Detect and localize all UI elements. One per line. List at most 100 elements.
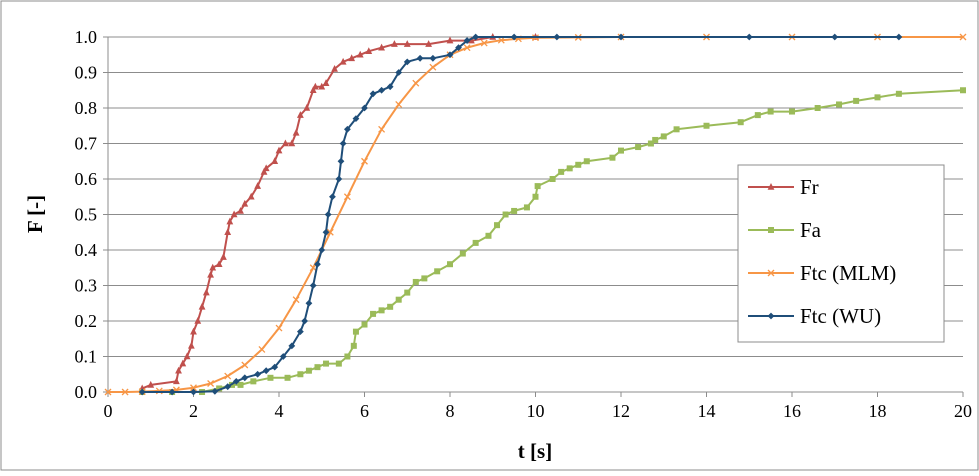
data-point-fr — [183, 352, 191, 360]
data-point-fr — [425, 40, 433, 47]
data-point-fr — [318, 82, 326, 90]
x-tick-label: 2 — [189, 401, 198, 421]
data-point-ftc-wu — [168, 388, 176, 396]
data-point-fa — [216, 385, 223, 392]
data-point-ftc-wu — [361, 104, 368, 112]
data-point-fa — [284, 374, 291, 381]
data-point-fr — [339, 57, 347, 65]
data-point-fa — [421, 275, 428, 282]
data-point-fa — [412, 278, 419, 285]
data-point-fr — [467, 36, 475, 44]
data-point-fa — [434, 268, 441, 275]
data-point-fa — [352, 328, 359, 335]
y-tick-label: 0.3 — [75, 276, 98, 296]
data-point-fa — [370, 310, 377, 317]
data-point-fr — [198, 302, 206, 310]
axes — [103, 36, 964, 397]
data-point-fa — [960, 87, 966, 94]
data-point-fr — [288, 139, 296, 147]
data-point-ftc-mlm — [258, 345, 266, 353]
legend: Fr Fa Ftc (MLM) Ftc (WU) — [737, 164, 945, 343]
data-point-fa — [673, 126, 680, 133]
data-point-ftc-wu — [463, 37, 471, 44]
y-tick-label: 0.1 — [75, 347, 98, 367]
data-point-ftc-wu — [455, 44, 462, 52]
data-point-fa — [767, 108, 774, 115]
data-point-fa — [853, 97, 860, 104]
legend-marker-ftc-wu — [767, 312, 775, 320]
data-point-fa — [305, 367, 312, 374]
legend-label-fr: Fr — [800, 175, 819, 199]
data-point-fr — [179, 359, 187, 367]
data-point-fa — [618, 147, 624, 154]
data-point-fa — [532, 193, 539, 200]
data-point-ftc-wu — [301, 317, 309, 325]
y-tick-label: 0.4 — [75, 240, 98, 260]
data-point-ftc-wu — [314, 260, 321, 268]
data-point-ftc-wu — [446, 51, 454, 59]
data-point-fr — [296, 111, 304, 118]
data-point-fa — [387, 303, 394, 310]
data-point-fr — [230, 210, 238, 218]
data-point-ftc-wu — [324, 211, 332, 218]
data-point-ftc-mlm — [207, 380, 215, 387]
data-point-fr — [187, 341, 195, 349]
data-point-fa — [335, 360, 342, 367]
x-tick-label: 10 — [527, 401, 545, 421]
y-tick-label: 0.9 — [75, 63, 98, 83]
data-point-fa — [250, 378, 257, 385]
data-point-ftc-wu — [296, 328, 304, 336]
data-point-ftc-wu — [224, 383, 232, 391]
legend-marker-fa — [768, 227, 774, 233]
data-point-fr — [309, 86, 317, 94]
x-tick-label: 4 — [275, 401, 284, 421]
data-point-fa — [314, 364, 321, 371]
data-point-ftc-wu — [335, 175, 343, 183]
data-point-fr — [365, 47, 373, 54]
data-point-ftc-mlm — [480, 39, 488, 47]
data-point-ftc-mlm — [343, 193, 351, 201]
data-point-ftc-mlm — [104, 388, 112, 396]
data-point-fa — [361, 321, 368, 328]
data-point-fa — [874, 94, 881, 101]
data-point-ftc-mlm — [292, 296, 300, 304]
data-point-fr — [292, 128, 300, 136]
data-point-fa — [895, 90, 902, 97]
data-point-fr — [322, 79, 330, 86]
legend-label-fa: Fa — [800, 218, 822, 242]
data-point-fa — [459, 250, 466, 257]
data-point-fa — [558, 168, 565, 175]
data-point-fa — [575, 161, 582, 168]
data-point-fa — [703, 122, 710, 129]
data-point-fa — [447, 261, 453, 268]
data-point-fr — [356, 50, 364, 58]
series-fa — [139, 87, 966, 395]
data-point-fr — [237, 206, 244, 214]
x-tick-label: 6 — [360, 401, 369, 421]
data-point-fa — [485, 232, 492, 239]
x-tick-label: 0 — [104, 401, 113, 421]
data-point-fr — [220, 253, 227, 260]
data-point-ftc-wu — [288, 342, 296, 350]
data-point-ftc-wu — [262, 367, 270, 375]
data-point-fa — [609, 154, 616, 161]
legend-label-ftc-mlm: Ftc (MLM) — [800, 261, 896, 285]
data-point-ftc-wu — [416, 54, 424, 62]
data-point-ftc-wu — [138, 388, 146, 396]
data-point-fa — [660, 133, 667, 140]
data-point-ftc-wu — [386, 83, 394, 91]
data-point-fr — [190, 327, 197, 335]
data-point-ftc-mlm — [241, 361, 249, 369]
data-point-ftc-wu — [617, 33, 625, 41]
data-point-fr — [215, 260, 223, 267]
data-point-ftc-mlm — [378, 125, 386, 133]
data-point-fa — [583, 158, 590, 165]
data-point-ftc-wu — [232, 377, 240, 385]
data-point-fa — [647, 140, 654, 147]
data-point-fr — [446, 36, 454, 44]
data-point-fa — [566, 165, 573, 172]
data-point-ftc-wu — [339, 140, 347, 147]
data-point-ftc-wu — [190, 388, 197, 396]
data-point-fr — [147, 380, 155, 388]
